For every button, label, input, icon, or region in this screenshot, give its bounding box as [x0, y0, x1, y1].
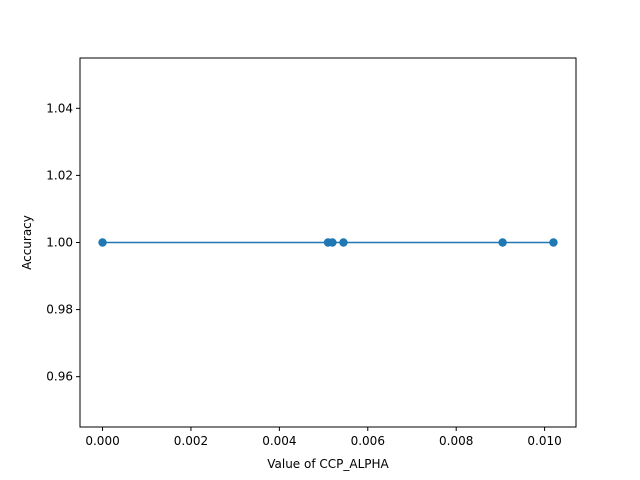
series-layer [98, 238, 558, 247]
x-tick-label: 0.008 [439, 434, 473, 448]
x-tick-label: 0.006 [351, 434, 385, 448]
y-tick-label: 0.98 [46, 303, 73, 317]
data-point [498, 238, 507, 247]
y-axis-ticks: 0.96 0.98 1.00 1.02 1.04 [46, 101, 80, 384]
y-tick-label: 0.96 [46, 370, 73, 384]
data-point [98, 238, 107, 247]
x-tick-label: 0.000 [85, 434, 119, 448]
x-tick-label: 0.002 [174, 434, 208, 448]
y-tick-label: 1.04 [46, 101, 73, 115]
x-axis-ticks: 0.000 0.002 0.004 0.006 0.008 0.010 [85, 427, 562, 448]
x-tick-label: 0.004 [262, 434, 296, 448]
x-axis-label: Value of CCP_ALPHA [267, 457, 389, 471]
data-point [339, 238, 348, 247]
x-tick-label: 0.010 [527, 434, 561, 448]
y-axis-label: Accuracy [20, 215, 34, 270]
data-point [549, 238, 558, 247]
y-tick-label: 1.02 [46, 168, 73, 182]
y-tick-label: 1.00 [46, 236, 73, 250]
plot-frame [79, 57, 577, 428]
data-point [328, 238, 337, 247]
